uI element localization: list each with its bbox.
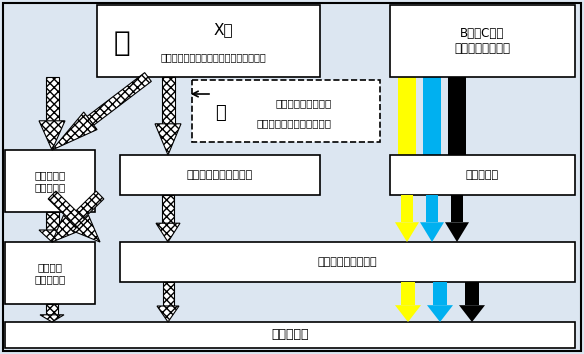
Text: 当該地域外への販売を禁止: 当該地域外への販売を禁止: [256, 118, 332, 128]
Polygon shape: [420, 222, 444, 242]
Text: （シェア約２０パーセント（第２位））: （シェア約２０パーセント（第２位））: [161, 52, 266, 62]
Text: 📋: 📋: [215, 104, 225, 122]
Text: X社: X社: [214, 23, 234, 38]
Polygon shape: [395, 222, 419, 242]
Polygon shape: [73, 215, 100, 242]
Bar: [423, 77, 441, 155]
Polygon shape: [157, 306, 179, 322]
Bar: [401, 282, 415, 305]
Polygon shape: [155, 124, 181, 155]
Text: 🏭: 🏭: [114, 29, 130, 57]
Bar: [390, 5, 575, 77]
Text: 販売代理店
（ｂ地域）: 販売代理店 （ｂ地域）: [34, 170, 65, 192]
Polygon shape: [39, 121, 65, 150]
Text: 販売代理店（ａ地域）: 販売代理店（ａ地域）: [187, 170, 253, 180]
Polygon shape: [48, 191, 85, 227]
Bar: [162, 195, 174, 223]
Text: 一般消費者: 一般消費者: [271, 329, 309, 342]
Text: B社，C社等
の複数のメーカー: B社，C社等 の複数のメーカー: [454, 27, 510, 55]
Polygon shape: [67, 191, 104, 227]
Bar: [97, 5, 320, 77]
Bar: [465, 282, 479, 305]
Polygon shape: [52, 112, 97, 150]
Bar: [426, 195, 438, 222]
Bar: [5, 150, 95, 212]
Text: 担当販売地域を指定: 担当販売地域を指定: [276, 98, 332, 108]
Bar: [162, 77, 175, 124]
Bar: [120, 155, 320, 195]
Polygon shape: [52, 215, 79, 242]
Bar: [162, 282, 173, 306]
Polygon shape: [445, 222, 469, 242]
Text: 販売代理店: 販売代理店: [466, 170, 499, 180]
Bar: [5, 322, 575, 348]
Bar: [46, 212, 58, 230]
Text: 小売業者
（ｂ地域）: 小売業者 （ｂ地域）: [34, 262, 65, 284]
Polygon shape: [39, 230, 65, 242]
Bar: [46, 304, 58, 315]
Bar: [120, 242, 575, 282]
Bar: [398, 77, 416, 155]
Polygon shape: [40, 315, 64, 322]
Bar: [401, 195, 413, 222]
Text: 小売業者（ａ地域）: 小売業者（ａ地域）: [318, 257, 377, 267]
Bar: [46, 77, 58, 121]
Bar: [390, 155, 575, 195]
Bar: [5, 242, 95, 304]
Polygon shape: [459, 305, 485, 322]
Polygon shape: [87, 73, 151, 125]
Bar: [433, 282, 447, 305]
Bar: [192, 80, 380, 142]
Bar: [448, 77, 466, 155]
Polygon shape: [427, 305, 453, 322]
Polygon shape: [395, 305, 421, 322]
Bar: [451, 195, 463, 222]
Polygon shape: [156, 223, 180, 242]
